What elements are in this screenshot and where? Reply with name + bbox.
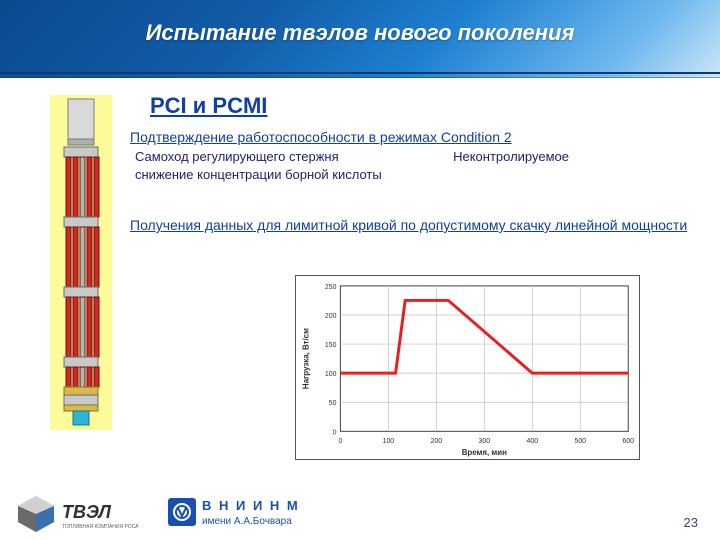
svg-text:250: 250 — [325, 284, 337, 291]
svg-text:0: 0 — [338, 438, 342, 445]
svg-text:0: 0 — [333, 429, 337, 436]
text-line3: Получения данных для лимитной кривой по … — [130, 217, 687, 233]
text-limit-curve: Получения данных для лимитной кривой по … — [130, 216, 690, 235]
svg-text:600: 600 — [622, 438, 634, 445]
vniinm-bottom: имени А.А.Бочвара — [202, 516, 292, 527]
vniinm-logo: В Н И И Н М имени А.А.Бочвара — [166, 492, 326, 534]
fuel-assembly-svg — [50, 95, 112, 430]
text-line2c: снижение концентрации борной кислоты — [135, 167, 382, 182]
svg-text:300: 300 — [479, 438, 491, 445]
svg-text:200: 200 — [325, 313, 337, 320]
svg-text:100: 100 — [383, 438, 395, 445]
section-title: PCI и PCMI — [150, 93, 267, 119]
fuel-assembly-illustration — [50, 95, 112, 430]
tvel-sub: ТОПЛИВНАЯ КОМПАНИЯ РОСАТОМА — [62, 524, 138, 530]
page-number: 23 — [684, 515, 698, 530]
text-causes: Самоход регулирующего стержня Неконтроли… — [135, 148, 700, 184]
header-underline-2 — [0, 77, 720, 78]
text-line1: Подтверждение работоспособности в режима… — [130, 129, 512, 145]
tvel-logo: ТВЭЛ ТОПЛИВНАЯ КОМПАНИЯ РОСАТОМА — [18, 492, 138, 534]
text-line2b: Неконтролируемое — [453, 149, 569, 164]
chart-svg: 0 50 100 150 200 250 0 100 200 300 400 500 600 Время,… — [296, 276, 639, 459]
svg-text:500: 500 — [575, 438, 587, 445]
vniinm-top: В Н И И Н М — [202, 498, 300, 513]
svg-text:Время, мин: Время, мин — [462, 448, 507, 457]
header-underline — [0, 72, 720, 74]
svg-text:400: 400 — [527, 438, 539, 445]
svg-text:50: 50 — [329, 400, 337, 407]
svg-text:200: 200 — [431, 438, 443, 445]
slide-title: Испытание твэлов нового поколения — [0, 20, 720, 46]
logos-footer: ТВЭЛ ТОПЛИВНАЯ КОМПАНИЯ РОСАТОМА В Н И И… — [18, 492, 326, 534]
text-line2a: Самоход регулирующего стержня — [135, 149, 339, 164]
text-condition2: Подтверждение работоспособности в режима… — [130, 128, 700, 147]
svg-text:150: 150 — [325, 342, 337, 349]
svg-text:100: 100 — [325, 371, 337, 378]
tvel-text: ТВЭЛ — [62, 502, 111, 522]
power-time-chart: 0 50 100 150 200 250 0 100 200 300 400 500 600 Время,… — [295, 275, 640, 460]
svg-text:Нагрузка, Вт/см: Нагрузка, Вт/см — [302, 328, 311, 389]
